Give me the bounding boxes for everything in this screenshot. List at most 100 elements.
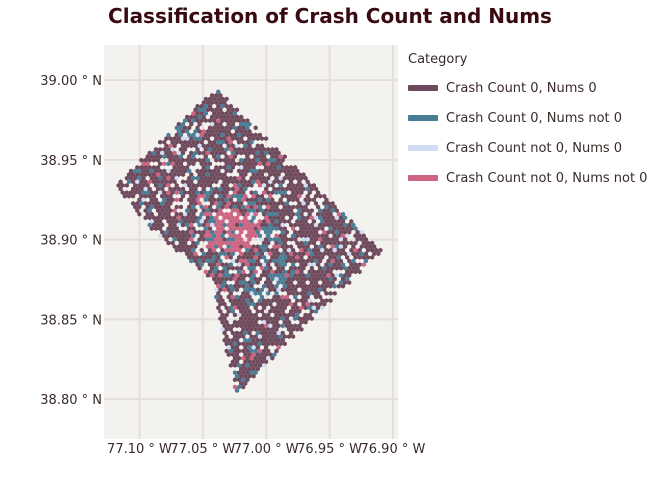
hex-cell [334, 215, 339, 221]
y-tick-label: 39.00 ° N [40, 74, 102, 89]
hex-cell [237, 283, 242, 289]
hex-cell [218, 229, 223, 235]
hex-cell [234, 330, 240, 336]
hex-cell [214, 237, 219, 242]
hex-cell [137, 168, 142, 174]
hex-cell [347, 280, 352, 285]
hex-cell [361, 233, 366, 239]
hex-cell [212, 247, 217, 253]
hex-cell [286, 334, 292, 339]
hex-cell [305, 287, 310, 293]
hex-cell [301, 237, 306, 242]
hex-cell [340, 283, 346, 289]
hex-cell [230, 114, 235, 120]
hex-cell [187, 168, 192, 174]
hex-cell [222, 287, 227, 293]
hex-cell [239, 381, 244, 386]
hex-cell [220, 233, 225, 239]
hex-cell [324, 211, 329, 217]
hex-cell [168, 143, 173, 149]
hex-cell [241, 327, 246, 332]
hex-cell [243, 143, 248, 149]
legend-item[interactable]: Crash Count 0, Nums 0 [408, 73, 647, 103]
hex-cell [307, 183, 312, 188]
hex-cell [145, 183, 150, 188]
hex-cell [239, 179, 244, 185]
hex-cell [160, 215, 165, 221]
hex-cell [230, 287, 235, 293]
hex-cell [226, 323, 231, 329]
hex-cell [162, 175, 167, 181]
hex-cell [241, 132, 246, 138]
hex-cell [174, 204, 179, 210]
hex-cell [338, 265, 343, 271]
hex-cell [245, 240, 250, 246]
hex-cell [212, 132, 217, 138]
hex-cell [218, 309, 223, 314]
hex-cell [253, 348, 258, 354]
hex-cell [262, 147, 267, 152]
legend-title: Category [408, 52, 468, 67]
hex-cell [195, 190, 200, 195]
hex-cell [264, 186, 269, 192]
legend-item[interactable]: Crash Count not 0, Nums 0 [408, 133, 647, 163]
hex-cell [201, 114, 206, 120]
hex-cell [349, 269, 354, 275]
hex-cell [299, 262, 304, 267]
hex-cell [316, 291, 321, 296]
hex-cell [268, 251, 273, 257]
legend-item[interactable]: Crash Count 0, Nums not 0 [408, 103, 647, 133]
hex-cell [214, 265, 219, 271]
hex-cell [216, 240, 221, 246]
hex-cell [239, 114, 244, 120]
hex-cell [160, 222, 165, 228]
hex-cell [222, 201, 227, 206]
hex-cell [282, 226, 287, 231]
hex-cell [241, 341, 246, 347]
hex-cell [247, 373, 252, 379]
hex-cell [309, 273, 314, 278]
hex-cell [201, 143, 206, 149]
hex-cell [313, 309, 319, 314]
hex-cell [357, 269, 362, 275]
hex-cell [210, 237, 215, 242]
hex-cell [284, 294, 289, 300]
hex-cell [174, 247, 179, 253]
hex-cell [241, 348, 246, 354]
hex-cell [241, 161, 246, 167]
hex-cell [320, 233, 325, 239]
hex-cell [243, 222, 248, 228]
legend-item[interactable]: Crash Count not 0, Nums not 0 [408, 163, 647, 193]
hex-cell [212, 118, 217, 123]
hex-cell [243, 366, 248, 372]
hex-cell [301, 265, 306, 271]
hex-cell [307, 276, 312, 282]
hex-cell [222, 186, 227, 192]
hex-cell [162, 204, 167, 210]
hex-cell [276, 179, 281, 185]
hex-cell [199, 219, 204, 224]
hex-cell [234, 294, 240, 300]
hex-cell [268, 337, 273, 343]
hex-cell [324, 197, 329, 203]
hex-cell [212, 276, 217, 282]
hex-cell [334, 237, 339, 242]
hex-cell [153, 190, 158, 195]
hex-cell [357, 247, 362, 253]
hex-cell [207, 255, 213, 260]
hex-cell [224, 319, 229, 325]
hex-cell [262, 226, 267, 231]
hex-cell [230, 301, 235, 307]
hex-cell [291, 211, 296, 217]
hex-cell [218, 107, 223, 113]
hex-cell [210, 273, 215, 278]
hex-cell [264, 201, 269, 206]
hex-cell [299, 183, 304, 188]
hex-cell [247, 323, 252, 329]
hex-cell [303, 240, 308, 246]
hex-cell [272, 251, 277, 257]
hex-cell [343, 229, 348, 235]
hex-cell [212, 233, 217, 239]
hex-cell [311, 291, 316, 296]
hex-cell [289, 165, 294, 170]
